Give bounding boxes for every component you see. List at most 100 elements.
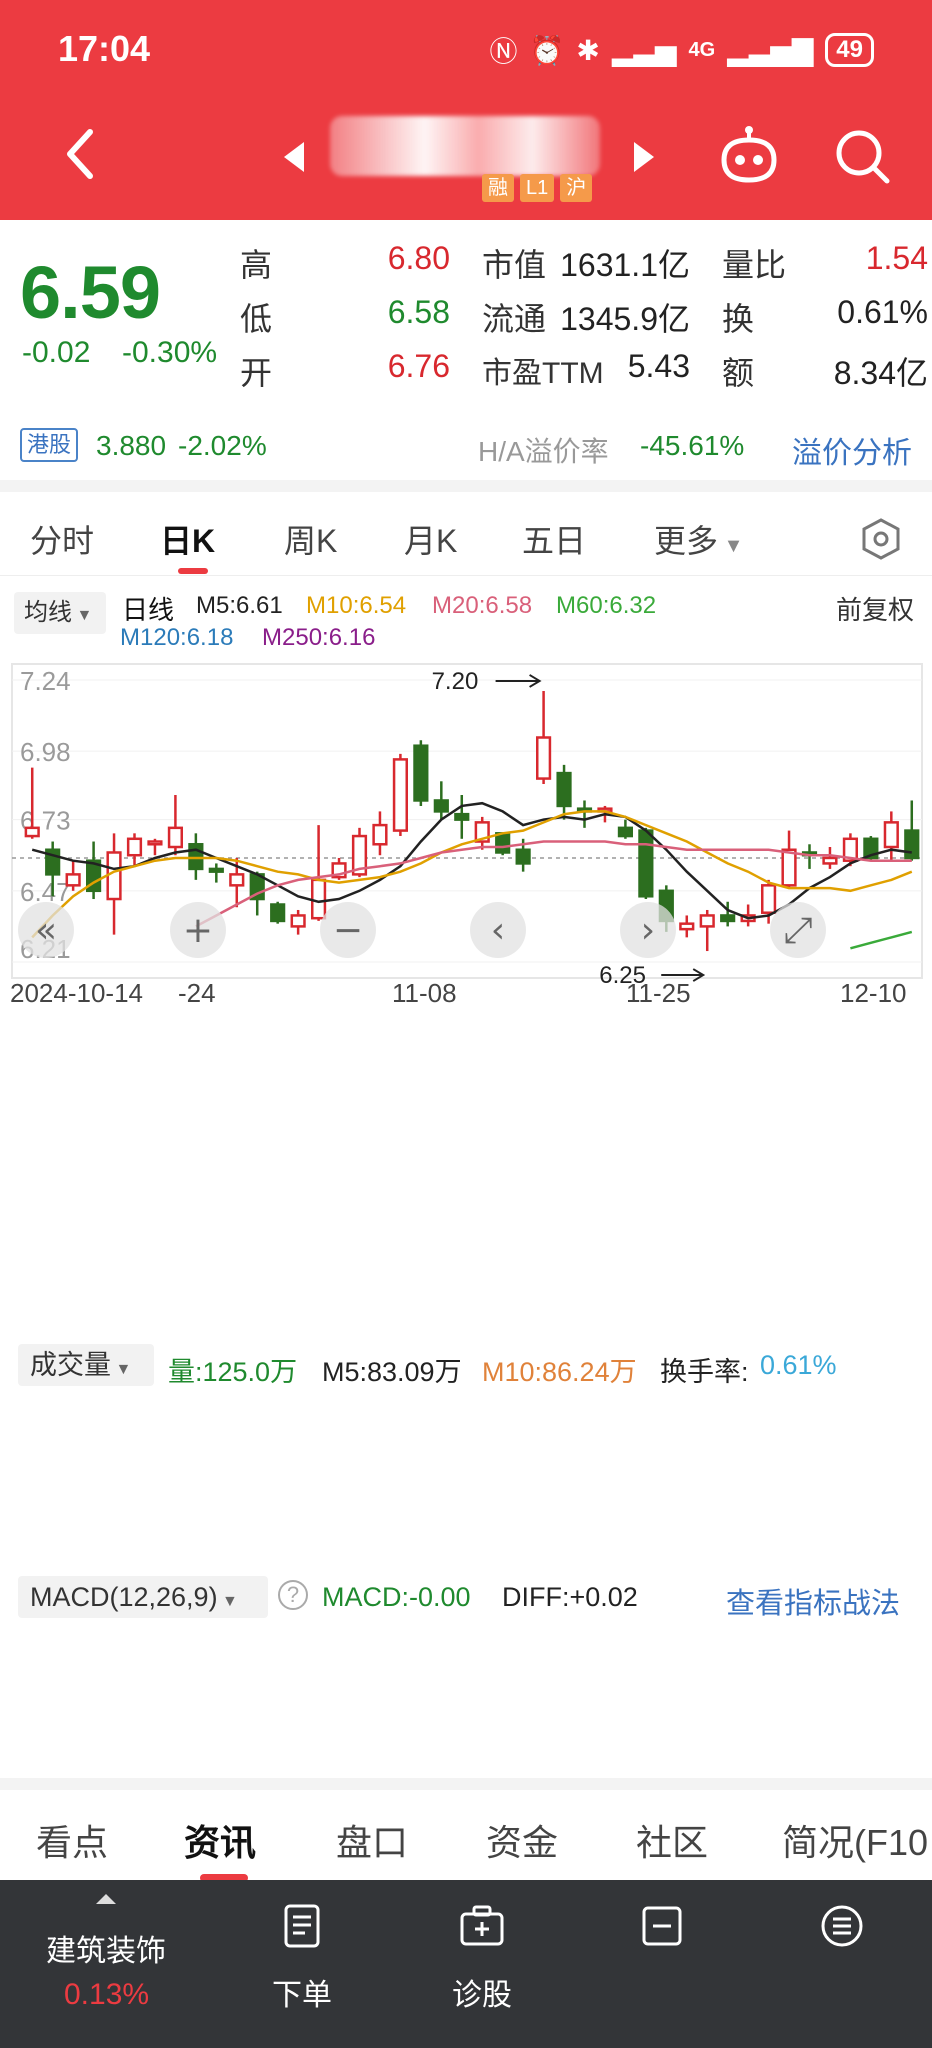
tab-monthly-k[interactable]: 月K xyxy=(404,523,458,559)
tab-more[interactable]: 更多 ▼ xyxy=(654,516,743,562)
candle-body xyxy=(761,884,777,914)
candle-body xyxy=(699,914,715,928)
candle-body xyxy=(126,837,143,857)
ma-selector-label: 均线 xyxy=(24,599,72,626)
stat-open-label: 开 xyxy=(240,355,273,391)
ma-line-m60 xyxy=(850,930,913,950)
candle-body xyxy=(638,829,654,898)
expand-up-icon xyxy=(96,1894,116,1904)
search-icon[interactable] xyxy=(832,126,892,186)
caret-down-icon: ▼ xyxy=(72,607,93,624)
tag-exchange: 沪 xyxy=(560,174,593,202)
info-tab-community[interactable]: 社区 xyxy=(636,1822,709,1863)
candle-body xyxy=(106,851,122,901)
signal-icon: ▂▃▅ xyxy=(611,34,677,66)
zoom-out-icon[interactable] xyxy=(320,902,376,958)
rewind-icon[interactable] xyxy=(18,902,74,958)
tab-weekly-k[interactable]: 周K xyxy=(284,523,338,559)
chart-settings-icon[interactable] xyxy=(860,518,902,560)
tab-daily-k[interactable]: 日K xyxy=(160,523,216,559)
macd-selector[interactable]: MACD(12,26,9) ▼ xyxy=(18,1576,268,1618)
stat-pe-value: 5.43 xyxy=(627,348,690,384)
adjust-mode[interactable]: 前复权 xyxy=(836,595,915,625)
candle-body xyxy=(147,840,163,846)
stat-open-value: 6.76 xyxy=(387,348,450,384)
ha-premium-label: H/A溢价率 xyxy=(478,436,609,467)
candle-body xyxy=(433,799,449,813)
hk-badge: 港股 xyxy=(20,428,79,462)
candle-body xyxy=(536,736,552,780)
ma-line-m20 xyxy=(195,840,912,928)
sector-button[interactable]: 建筑装饰 0.13% xyxy=(0,1880,210,2048)
candle-body xyxy=(311,878,327,920)
diagnose-button[interactable]: 诊股 xyxy=(412,1880,552,2048)
order-label: 下单 xyxy=(272,1979,332,2012)
minus-button[interactable] xyxy=(592,1880,732,2048)
tag-margin: 融 xyxy=(482,174,514,202)
candle-body xyxy=(556,771,572,808)
x-tick-label: 12-10 xyxy=(840,978,907,1008)
order-button[interactable]: 下单 xyxy=(232,1880,372,2048)
indicator-strategy-link[interactable]: 查看指标战法 xyxy=(726,1588,901,1620)
robot-assistant-icon[interactable] xyxy=(718,124,780,186)
premium-analysis-link[interactable]: 溢价分析 xyxy=(792,437,912,470)
next-stock-icon[interactable] xyxy=(628,140,658,174)
ma-line-m10 xyxy=(31,810,913,939)
stat-mktcap-label: 市值 xyxy=(482,247,547,283)
menu-circle-icon xyxy=(821,1905,863,1947)
fullscreen-icon[interactable] xyxy=(770,902,826,958)
stat-high-value: 6.80 xyxy=(387,240,450,276)
info-tabs: 看点 资讯 盘口 资金 社区 简况(F10 xyxy=(0,1790,932,1884)
app-header: 17:04 Ⓝ ⏰ ✱ ▂▃▅ 4G ▂▃▅▇ 49 融 L1 沪 xyxy=(0,0,932,220)
scroll-right-icon[interactable] xyxy=(620,902,676,958)
info-tab-profile[interactable]: 简况(F10 xyxy=(782,1822,929,1863)
info-tab-orderbook[interactable]: 盘口 xyxy=(336,1822,409,1863)
ma-line-m5 xyxy=(31,801,912,920)
alarm-icon: ⏰ xyxy=(529,34,565,66)
volume-header: 成交量 ▼ 量:125.0万 M5:83.09万 M10:86.24万 换手率:… xyxy=(0,1340,932,1390)
price-change: -0.02 xyxy=(22,336,91,369)
tab-intraday[interactable]: 分时 xyxy=(30,523,95,559)
bottom-action-bar: 建筑装饰 0.13% 下单 诊股 xyxy=(0,1880,932,2048)
info-tab-news[interactable]: 资讯 xyxy=(184,1822,257,1863)
hk-share-row[interactable]: 港股 3.880 -2.02% H/A溢价率 -45.61% 溢价分析 xyxy=(20,428,920,470)
candle-body xyxy=(188,843,204,871)
status-time: 17:04 xyxy=(58,28,151,69)
help-icon[interactable]: ? xyxy=(278,1580,308,1610)
tab-active-indicator xyxy=(178,568,208,574)
volume-value: 量:125.0万 xyxy=(168,1357,298,1387)
y-tick-label: 7.24 xyxy=(20,666,71,696)
diff-value: DIFF:+0.02 xyxy=(502,1582,638,1612)
zoom-in-icon[interactable] xyxy=(170,902,226,958)
prev-stock-icon[interactable] xyxy=(280,140,310,174)
candle-body xyxy=(24,826,40,838)
tab-more-label: 更多 xyxy=(654,523,719,559)
candle-body xyxy=(515,848,531,865)
tab-five-day[interactable]: 五日 xyxy=(522,523,587,559)
back-icon[interactable] xyxy=(52,124,112,184)
menu-button[interactable] xyxy=(772,1880,912,2048)
x-tick-label: 11-08 xyxy=(392,978,457,1008)
stat-low-value: 6.58 xyxy=(387,294,450,330)
stat-float-label: 流通 xyxy=(482,301,547,337)
candlestick-chart[interactable]: 7.246.986.736.476.217.206.25«+−‹›⤢2024-1… xyxy=(0,650,932,1310)
stock-name-redacted xyxy=(330,116,600,176)
caret-down-icon: ▼ xyxy=(217,1593,238,1610)
info-tab-highlights[interactable]: 看点 xyxy=(36,1822,109,1863)
stat-volratio-value: 1.54 xyxy=(865,240,928,276)
candle-body xyxy=(904,829,920,860)
scroll-left-icon[interactable] xyxy=(470,902,526,958)
scroll-right-icon-glyph: › xyxy=(641,910,655,951)
minus-square-icon xyxy=(642,1906,682,1946)
candle-body xyxy=(883,821,899,849)
ma-selector[interactable]: 均线 ▼ xyxy=(14,592,106,634)
info-tab-funds[interactable]: 资金 xyxy=(486,1822,559,1863)
y-tick-label: 6.47 xyxy=(20,877,71,907)
candle-body xyxy=(842,837,858,862)
high-arrow-icon xyxy=(495,674,542,688)
document-icon xyxy=(284,1904,320,1948)
high-price-annotation: 7.20 xyxy=(432,668,479,695)
candle-body xyxy=(208,867,224,873)
ma-legend-bar: 均线 ▼ 日线 M5:6.61 M10:6.54 M20:6.58 M60:6.… xyxy=(0,580,932,660)
volume-selector[interactable]: 成交量 ▼ xyxy=(18,1344,154,1386)
